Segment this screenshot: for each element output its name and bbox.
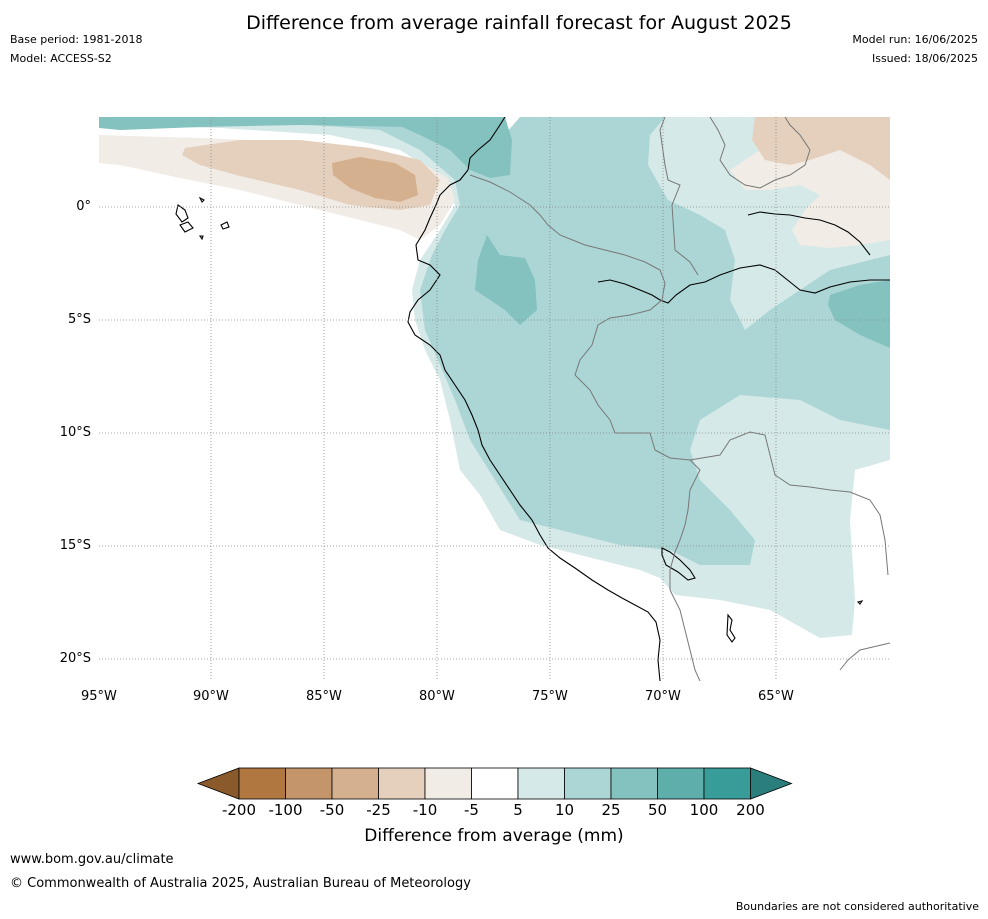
anomaly-region-25-50-east <box>828 280 890 348</box>
lon-label-70w: 70°W <box>645 689 681 704</box>
lat-label-10s: 10°S <box>59 425 91 440</box>
lon-label-80w: 80°W <box>419 689 455 704</box>
lat-label-5s: 5°S <box>67 312 91 327</box>
issued-text: Issued: 18/06/2025 <box>871 52 978 65</box>
colorbar-tick-label: 10 <box>554 801 575 819</box>
colorbar-swatch <box>610 767 658 800</box>
colorbar-swatch <box>564 767 612 800</box>
anomaly-region-10-25 <box>99 117 890 565</box>
anomaly-region-neg25-neg50 <box>332 157 418 202</box>
colorbar-swatch <box>424 767 472 800</box>
colorbar-tick-label: -50 <box>319 801 345 819</box>
colorbar-tick-label: -5 <box>464 801 479 819</box>
coastlines <box>175 117 890 681</box>
copyright-text: © Commonwealth of Australia 2025, Austra… <box>10 876 471 891</box>
colorbar-arrow-high <box>750 767 793 800</box>
lat-label-0: 0° <box>76 199 91 214</box>
colorbar-swatch <box>517 767 565 800</box>
colorbar-tick-label: 50 <box>647 801 668 819</box>
lon-label-95w: 95°W <box>81 689 117 704</box>
lon-label-85w: 85°W <box>306 689 342 704</box>
colorbar-swatch <box>471 767 519 800</box>
colorbar-swatches <box>196 767 793 800</box>
colorbar-swatch <box>703 767 751 800</box>
model-run-text: Model run: 16/06/2025 <box>852 33 978 46</box>
anomaly-region-neg-northeast <box>752 117 890 180</box>
colorbar-swatch <box>378 767 426 800</box>
colorbar-swatch <box>657 767 705 800</box>
bom-url[interactable]: www.bom.gov.au/climate <box>10 852 174 867</box>
colorbar-tick-label: 25 <box>601 801 621 819</box>
colorbar-tick-label: -100 <box>268 801 303 819</box>
anomaly-region-25-50-west <box>99 117 410 130</box>
colorbar-tick-label: -200 <box>221 801 257 819</box>
disclaimer-text: Boundaries are not considered authoritat… <box>735 900 979 913</box>
lat-label-20s: 20°S <box>59 651 91 666</box>
colorbar-tick-label: -10 <box>412 801 438 819</box>
colorbar-tick-label: 5 <box>513 801 523 819</box>
colorbar-tick-label: 100 <box>689 801 719 819</box>
gridlines <box>99 117 890 681</box>
lon-label-90w: 90°W <box>193 689 229 704</box>
colorbar-swatch <box>331 767 379 800</box>
colorbar-tick-label: -25 <box>366 801 391 819</box>
colorbar-swatch <box>285 767 333 800</box>
colorbar-tick-label: 200 <box>736 801 765 819</box>
colorbar-arrow-low <box>196 767 240 800</box>
anomaly-region-25-50-andes <box>475 235 537 325</box>
lon-label-65w: 65°W <box>758 689 794 704</box>
lat-label-15s: 15°S <box>59 538 91 553</box>
map-area <box>99 117 890 681</box>
anomaly-region-25-50-north <box>380 117 512 178</box>
lon-label-75w: 75°W <box>532 689 568 704</box>
colorbar-label: Difference from average (mm) <box>364 826 624 846</box>
base-period-text: Base period: 1981-2018 <box>10 33 143 46</box>
model-text: Model: ACCESS-S2 <box>10 52 112 65</box>
colorbar-swatch <box>238 767 286 800</box>
map-title: Difference from average rainfall forecas… <box>246 12 792 34</box>
country-borders <box>469 117 890 681</box>
